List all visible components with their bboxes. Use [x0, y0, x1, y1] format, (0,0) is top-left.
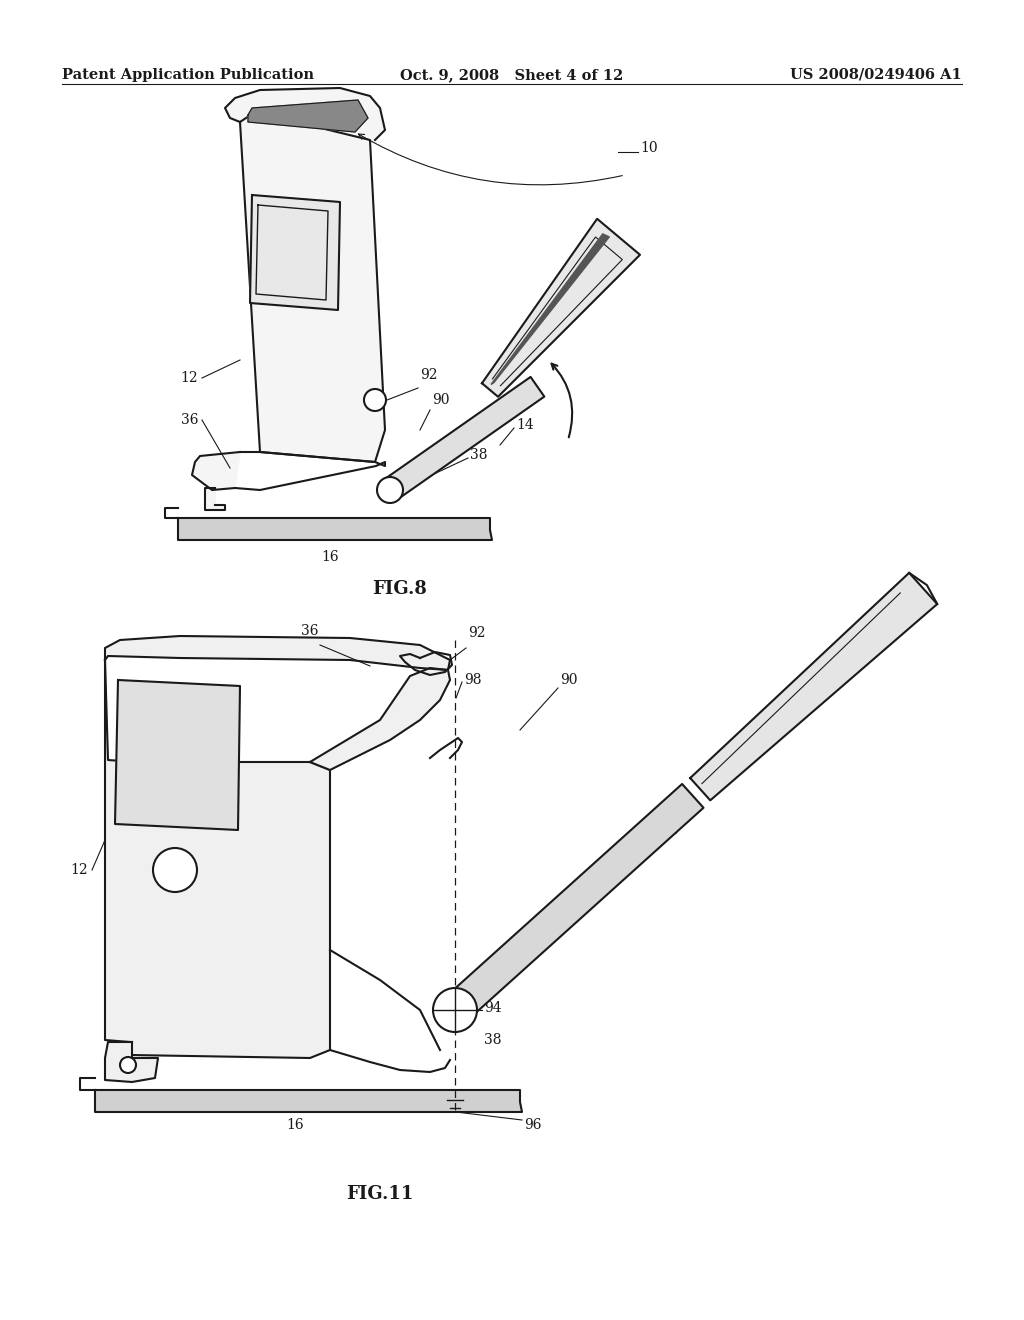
- Polygon shape: [105, 636, 450, 671]
- Text: 90: 90: [560, 673, 578, 686]
- Text: 16: 16: [322, 550, 339, 564]
- Circle shape: [120, 1057, 136, 1073]
- Polygon shape: [115, 680, 240, 830]
- Polygon shape: [690, 573, 937, 800]
- Text: 96: 96: [524, 1118, 542, 1133]
- Polygon shape: [178, 517, 492, 540]
- Polygon shape: [205, 488, 225, 510]
- Text: 16: 16: [286, 1118, 304, 1133]
- Text: 92: 92: [420, 368, 437, 381]
- Text: 12: 12: [71, 863, 88, 876]
- Text: FIG.11: FIG.11: [346, 1185, 414, 1203]
- Text: US 2008/0249406 A1: US 2008/0249406 A1: [791, 69, 962, 82]
- Text: 10: 10: [640, 141, 657, 154]
- Polygon shape: [105, 1041, 158, 1082]
- Text: 12: 12: [180, 371, 198, 385]
- Text: FIG.8: FIG.8: [373, 579, 427, 598]
- Polygon shape: [105, 660, 330, 1059]
- Text: 14: 14: [660, 822, 678, 837]
- Text: Oct. 9, 2008   Sheet 4 of 12: Oct. 9, 2008 Sheet 4 of 12: [400, 69, 624, 82]
- Polygon shape: [310, 668, 450, 770]
- Circle shape: [153, 847, 197, 892]
- Polygon shape: [225, 88, 385, 140]
- Polygon shape: [383, 378, 545, 500]
- Text: 94: 94: [484, 1001, 502, 1015]
- Text: 14: 14: [516, 418, 534, 432]
- Circle shape: [433, 987, 477, 1032]
- Circle shape: [377, 477, 403, 503]
- Circle shape: [364, 389, 386, 411]
- Text: Patent Application Publication: Patent Application Publication: [62, 69, 314, 82]
- Text: 38: 38: [470, 447, 487, 462]
- Polygon shape: [482, 219, 640, 397]
- Text: 36: 36: [301, 624, 318, 638]
- Polygon shape: [250, 195, 340, 310]
- Text: 92: 92: [468, 626, 485, 640]
- Polygon shape: [248, 100, 368, 132]
- Text: 38: 38: [484, 1034, 502, 1047]
- Text: 36: 36: [180, 413, 198, 426]
- Text: 90: 90: [432, 393, 450, 407]
- Polygon shape: [444, 784, 703, 1022]
- Polygon shape: [95, 1090, 522, 1111]
- Polygon shape: [240, 112, 385, 462]
- Polygon shape: [492, 234, 609, 384]
- Polygon shape: [193, 451, 240, 490]
- Text: 98: 98: [464, 673, 481, 686]
